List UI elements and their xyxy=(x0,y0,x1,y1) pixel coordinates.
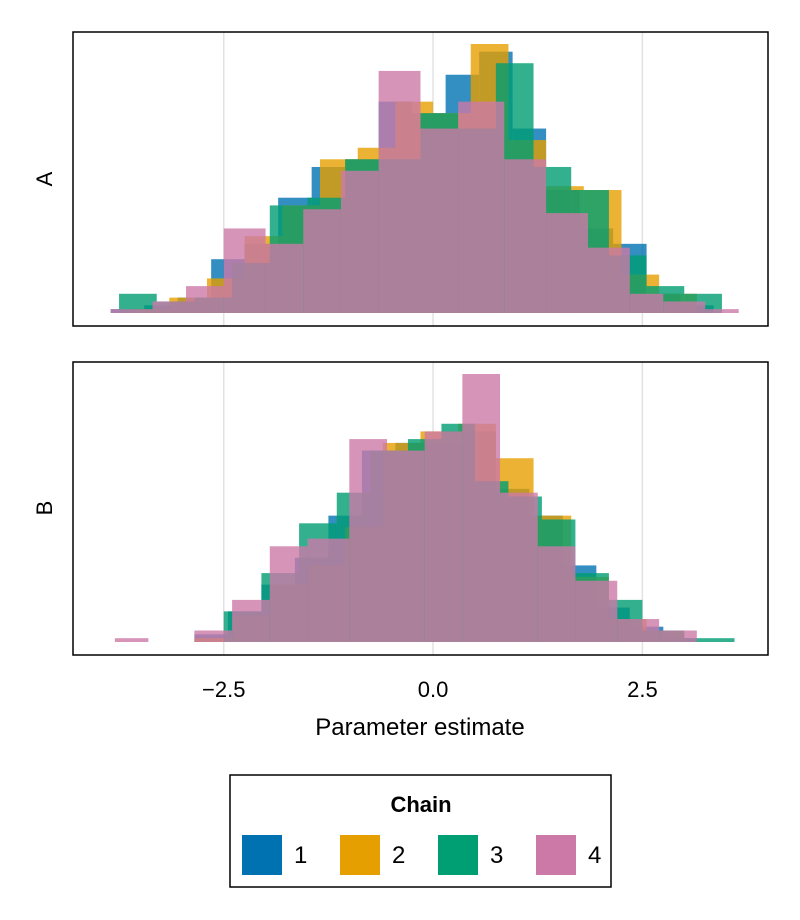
legend-label-3: 3 xyxy=(490,842,503,869)
histogram-bar xyxy=(424,431,463,642)
histogram-bar xyxy=(663,301,706,313)
panel-a: A xyxy=(32,31,769,327)
histogram-bar xyxy=(458,101,505,314)
histogram-bar xyxy=(537,546,576,642)
plot-frame xyxy=(72,31,769,327)
histogram-bar xyxy=(684,638,735,642)
histogram-bar xyxy=(659,630,697,642)
legend-title: Chain xyxy=(390,792,451,817)
histogram-bar xyxy=(420,128,459,313)
plot-frame xyxy=(72,361,769,656)
histogram-bar xyxy=(629,293,664,313)
histogram-bar xyxy=(194,630,233,642)
histogram-bar xyxy=(269,546,308,642)
histogram-bar xyxy=(303,209,341,313)
legend: Chain 1 2 3 4 xyxy=(229,774,612,888)
legend-label-4: 4 xyxy=(588,842,601,869)
series-chain-4 xyxy=(114,374,697,642)
histogram-bar xyxy=(223,228,266,313)
histogram-bar xyxy=(617,619,660,642)
histogram-bar xyxy=(119,293,157,313)
histogram-bar xyxy=(152,301,187,313)
histogram-bar xyxy=(307,538,350,642)
histogram-bar xyxy=(546,213,588,313)
x-tick-label: 2.5 xyxy=(627,677,658,702)
histogram-bar xyxy=(705,309,739,313)
histogram-bar xyxy=(265,243,304,313)
panel-b: B xyxy=(32,361,769,656)
panel-label: B xyxy=(32,501,57,516)
x-tick-label: −2.5 xyxy=(202,677,245,702)
histogram-bar xyxy=(504,159,547,313)
x-tick-label: 0.0 xyxy=(418,677,449,702)
histogram-bar xyxy=(387,450,425,642)
x-axis-ticks: −2.5 0.0 2.5 xyxy=(202,677,658,702)
legend-label-2: 2 xyxy=(392,842,405,869)
legend-label-1: 1 xyxy=(294,842,307,869)
histogram-bar xyxy=(587,247,630,313)
histogram-bar xyxy=(500,492,538,642)
histogram-bar xyxy=(110,309,153,313)
histogram-bar xyxy=(575,580,618,642)
histogram-bar xyxy=(349,439,388,642)
histogram-bar xyxy=(186,286,224,313)
histogram-bar xyxy=(340,170,379,313)
x-axis-label: Parameter estimate xyxy=(315,714,524,741)
legend-swatch-4 xyxy=(536,835,576,875)
histogram-bar xyxy=(378,70,421,314)
legend-swatch-3 xyxy=(438,835,478,875)
legend-swatch-2 xyxy=(340,835,380,875)
series-chain-4 xyxy=(110,70,739,314)
histogram-bar xyxy=(114,638,149,642)
legend-swatch-1 xyxy=(242,835,282,875)
histogram-bar xyxy=(462,374,501,642)
legend-entries: 1 2 3 4 xyxy=(242,835,601,875)
histogram-bar xyxy=(232,599,270,642)
panel-label: A xyxy=(32,171,57,186)
